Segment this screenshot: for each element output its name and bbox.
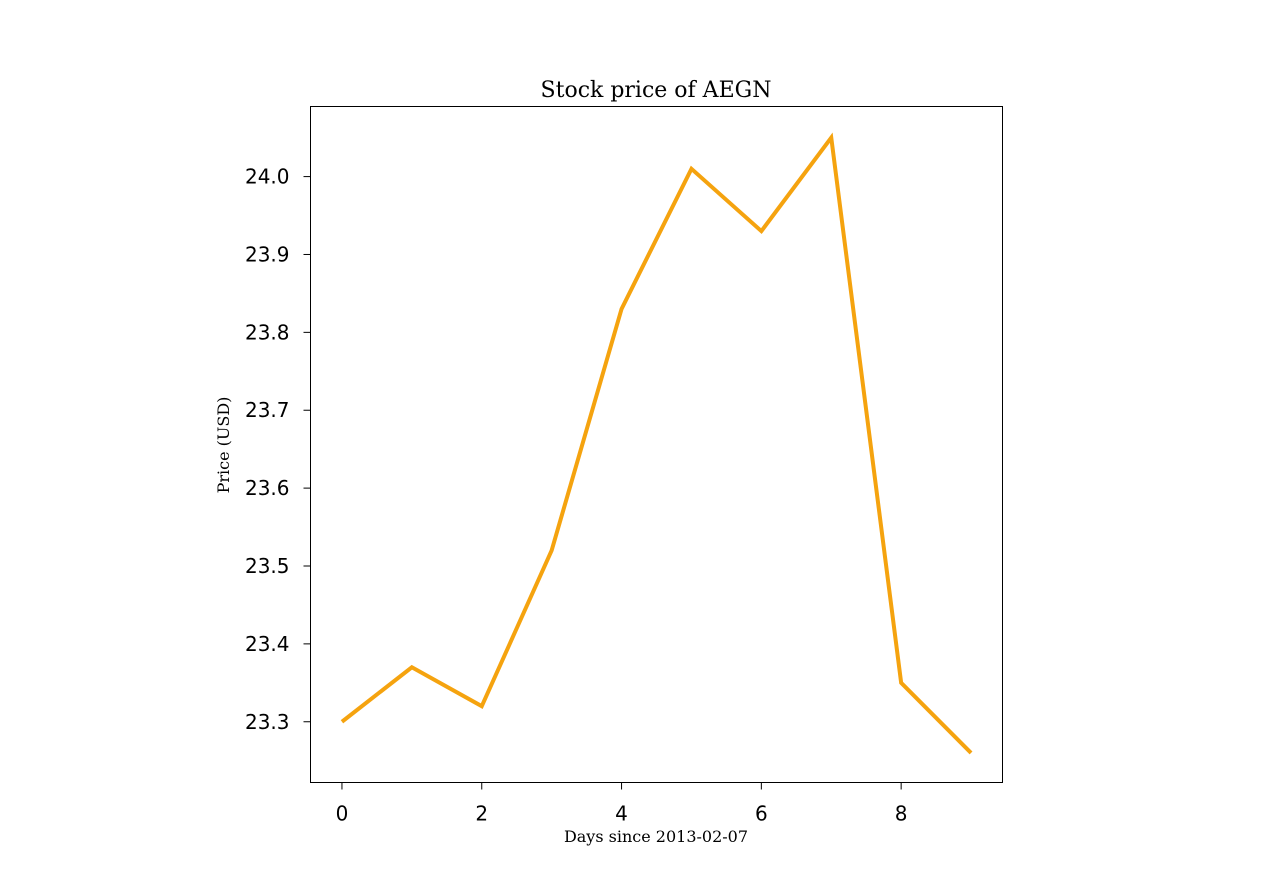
x-tick-label: 6 [755, 802, 768, 826]
y-tick-label: 23.9 [245, 242, 290, 266]
price-series-line [340, 132, 973, 755]
y-tick-label: 23.4 [245, 632, 290, 656]
x-tick-label: 4 [615, 802, 628, 826]
chart-title: Stock price of AEGN [541, 78, 772, 103]
x-axis: 0 2 4 6 8 [336, 782, 908, 826]
y-tick-label: 23.5 [245, 554, 290, 578]
y-axis-label: Price (USD) [214, 397, 233, 494]
series-layer [340, 132, 973, 755]
y-tick-label: 23.6 [245, 476, 290, 500]
x-axis-label: Days since 2013-02-07 [564, 827, 748, 846]
y-tick-label: 23.3 [245, 710, 290, 734]
y-tick-label: 23.7 [245, 398, 290, 422]
x-tick-label: 0 [336, 802, 349, 826]
y-axis: 23.3 23.4 23.5 23.6 23.7 23.8 23.9 24.0 [245, 165, 311, 734]
y-tick-label: 23.8 [245, 320, 290, 344]
plot-area [310, 106, 1003, 783]
x-tick-label: 2 [475, 802, 488, 826]
y-tick-label: 24.0 [245, 165, 290, 189]
x-tick-label: 8 [895, 802, 908, 826]
